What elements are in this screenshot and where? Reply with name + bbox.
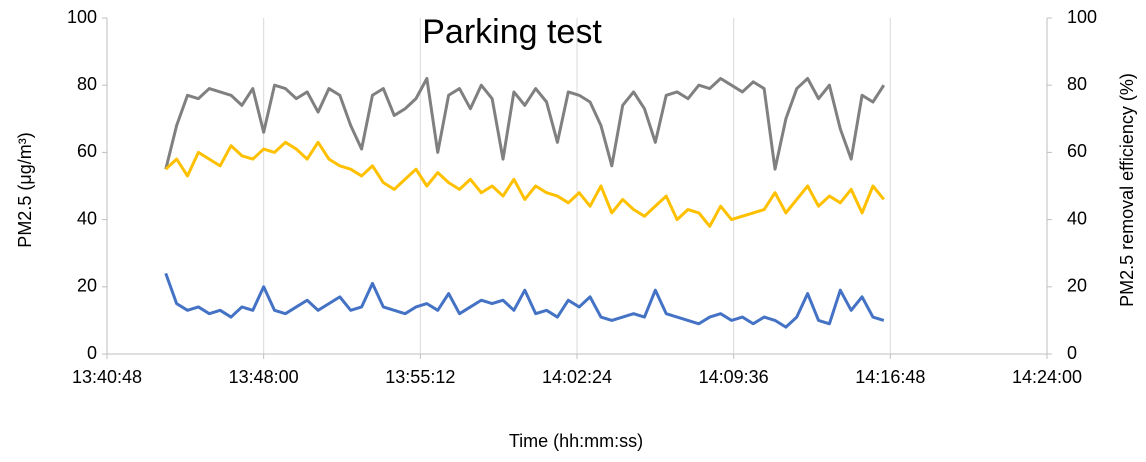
x-tick-label: 14:02:24: [542, 367, 612, 387]
data-line: [164, 140, 885, 228]
x-tick-label: 13:55:12: [385, 367, 455, 387]
x-tick-label: 14:24:00: [1012, 367, 1082, 387]
data-line: [164, 272, 885, 329]
x-tick-label: 14:16:48: [855, 367, 925, 387]
y2-tick-label: 0: [1067, 343, 1077, 363]
y-tick-label: 0: [87, 343, 97, 363]
y2-tick-label: 100: [1067, 7, 1097, 27]
y-tick-label: 80: [77, 74, 97, 94]
y-tick-label: 100: [67, 7, 97, 27]
y2-tick-label: 80: [1067, 74, 1087, 94]
x-tick-label: 14:09:36: [699, 367, 769, 387]
y-tick-label: 40: [77, 208, 97, 228]
y2-tick-label: 40: [1067, 208, 1087, 228]
x-tick-label: 13:40:48: [72, 367, 142, 387]
y-tick-label: 20: [77, 276, 97, 296]
y-tick-label: 60: [77, 141, 97, 161]
data-line: [164, 76, 886, 171]
x-tick-label: 13:48:00: [229, 367, 299, 387]
y2-axis-label: PM2.5 removal efficiency (%): [1117, 73, 1137, 307]
y2-tick-label: 60: [1067, 141, 1087, 161]
y2-tick-label: 20: [1067, 276, 1087, 296]
chart-title: Parking test: [422, 13, 602, 51]
y-axis-label: PM2.5 (μg/m³): [15, 132, 35, 247]
x-axis-label: Time (hh:mm:ss): [509, 431, 643, 451]
